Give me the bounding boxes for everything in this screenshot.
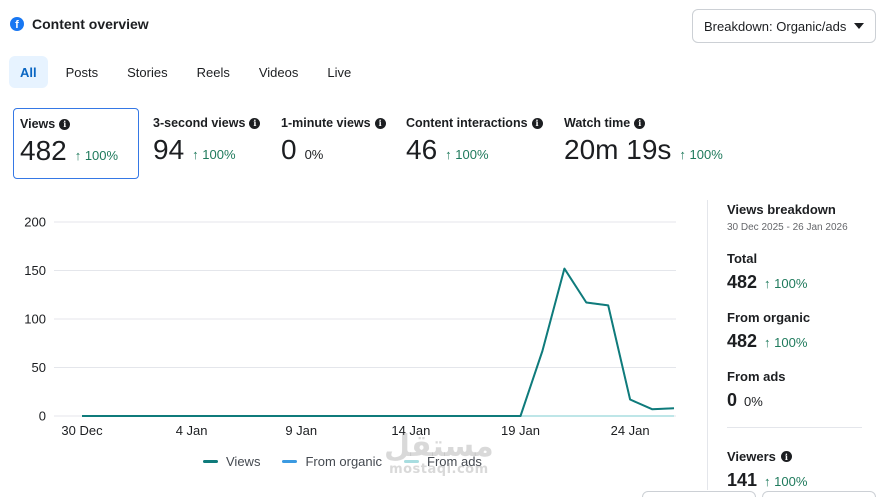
y-tick-label: 150 xyxy=(24,263,46,278)
y-tick-label: 200 xyxy=(24,215,46,230)
legend-item-from-ads[interactable]: From ads xyxy=(404,454,482,469)
metric-change: 0% xyxy=(304,147,324,162)
breakdown-value: 141 xyxy=(727,470,758,490)
breakdown-label: Total xyxy=(727,251,758,266)
breakdown-change: 0% xyxy=(744,394,763,409)
metric-value: 46 xyxy=(406,134,438,165)
breakdown-dropdown-label: Breakdown: Organic/ads xyxy=(704,18,847,34)
caret-down-icon xyxy=(854,23,864,29)
breakdown-value: 482 xyxy=(727,272,758,292)
breakdown-change: ↑ 100% xyxy=(764,335,808,350)
series-line-views xyxy=(82,267,675,417)
watermark-arabic: مستقل xyxy=(384,429,494,464)
tab-reels[interactable]: Reels xyxy=(196,64,230,80)
metric-label: Views xyxy=(20,117,56,131)
bottom-button-right[interactable] xyxy=(762,491,876,497)
legend-swatch xyxy=(282,460,298,463)
legend-label: From organic xyxy=(305,454,383,469)
x-tick-label: 14 Jan xyxy=(391,423,430,438)
breakdown-label: From ads xyxy=(727,369,786,384)
date-range: 30 Dec 2025 - 26 Jan 2026 xyxy=(727,222,848,233)
views-breakdown-panel: Views breakdown 30 Dec 2025 - 26 Jan 202… xyxy=(727,202,877,491)
views-line-chart: 0 50 100 150 200 30 Dec 4 Jan 9 Jan 14 Jan 19 Jan… xyxy=(24,215,676,438)
metric-value: 94 xyxy=(153,134,185,165)
metric-label: Watch time xyxy=(564,116,631,130)
tab-videos[interactable]: Videos xyxy=(258,64,299,80)
metric-card-1-minute-views[interactable]: 1-minute views i 0 0% xyxy=(275,108,392,179)
bottom-button-left[interactable] xyxy=(642,491,756,497)
legend-label: From ads xyxy=(427,454,482,469)
x-tick-label: 4 Jan xyxy=(176,423,208,438)
metric-card-watch-time[interactable]: Watch time i 20m 19s ↑ 100% xyxy=(558,108,729,179)
legend-label: Views xyxy=(226,454,261,469)
x-tick-label: 19 Jan xyxy=(501,423,540,438)
y-tick-label: 100 xyxy=(24,312,46,327)
metric-label: 1-minute views xyxy=(281,116,371,130)
tab-stories[interactable]: Stories xyxy=(127,64,168,80)
breakdown-from-ads: From ads 0 0% xyxy=(727,369,877,411)
legend-swatch xyxy=(404,460,420,463)
metric-card-3-second-views[interactable]: 3-second views i 94 ↑ 100% xyxy=(147,108,266,179)
x-tick-label: 30 Dec xyxy=(61,423,103,438)
breakdown-value: 0 xyxy=(727,390,738,410)
page-header: f Content overview xyxy=(10,16,149,32)
tab-posts[interactable]: Posts xyxy=(65,64,99,80)
sidebar-divider xyxy=(707,200,708,490)
page-title: Content overview xyxy=(32,16,149,32)
legend-swatch xyxy=(203,460,218,463)
tab-live[interactable]: Live xyxy=(327,64,352,80)
legend-item-views[interactable]: Views xyxy=(203,454,260,469)
facebook-icon: f xyxy=(10,17,24,31)
metric-change: ↑ 100% xyxy=(74,148,119,163)
metric-change: ↑ 100% xyxy=(192,147,236,162)
metric-change: ↑ 100% xyxy=(445,147,489,162)
panel-title: Views breakdown xyxy=(727,202,836,217)
chart-legend: Views From organic From ads xyxy=(203,454,482,469)
info-icon[interactable]: i xyxy=(249,117,261,129)
x-tick-label: 9 Jan xyxy=(285,423,317,438)
metric-label: 3-second views xyxy=(153,116,246,130)
metric-value: 482 xyxy=(20,135,67,166)
info-icon[interactable]: i xyxy=(374,117,386,129)
x-tick-label: 24 Jan xyxy=(611,423,650,438)
info-icon[interactable]: i xyxy=(634,117,646,129)
info-icon[interactable]: i xyxy=(780,451,792,462)
metric-value: 20m 19s xyxy=(564,134,672,165)
legend-item-from-organic[interactable]: From organic xyxy=(282,454,382,469)
breakdown-change: ↑ 100% xyxy=(764,276,808,291)
metric-value: 0 xyxy=(281,134,297,165)
breakdown-viewers: Viewers i 141 ↑ 100% xyxy=(727,449,877,491)
sidebar-separator xyxy=(727,427,862,428)
metric-change: ↑ 100% xyxy=(679,147,723,162)
breakdown-label: From organic xyxy=(727,310,811,325)
series-line-from-organic xyxy=(82,267,675,417)
metric-card-views[interactable]: Views i 482 ↑ 100% xyxy=(13,108,139,179)
breakdown-dropdown[interactable]: Breakdown: Organic/ads xyxy=(692,9,876,43)
metric-label: Content interactions xyxy=(406,116,528,130)
y-tick-label: 50 xyxy=(32,360,46,375)
breakdown-total: Total 482 ↑ 100% xyxy=(727,251,877,293)
content-type-tabs: All Posts Stories Reels Videos Live xyxy=(9,56,369,88)
watermark-latin: mostaql.com xyxy=(389,462,489,477)
info-icon[interactable]: i xyxy=(531,117,543,129)
info-icon[interactable]: i xyxy=(59,118,71,130)
breakdown-from-organic: From organic 482 ↑ 100% xyxy=(727,310,877,352)
breakdown-change: ↑ 100% xyxy=(764,474,808,489)
tab-all[interactable]: All xyxy=(9,56,48,88)
metric-card-content-interactions[interactable]: Content interactions i 46 ↑ 100% xyxy=(400,108,549,179)
watermark: مستقل mostaql.com xyxy=(384,429,494,478)
breakdown-label: Viewers xyxy=(727,449,776,464)
breakdown-value: 482 xyxy=(727,331,758,351)
y-tick-label: 0 xyxy=(39,409,46,424)
